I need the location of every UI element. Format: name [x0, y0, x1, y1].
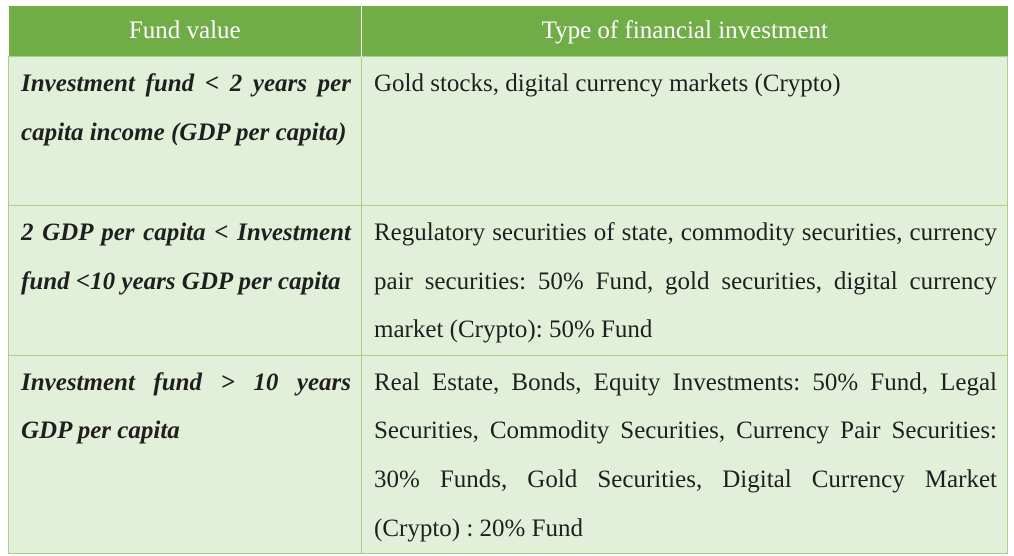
fund-value-cell: Investment fund < 2 years per capita inc… [8, 56, 362, 206]
table-header: Fund value Type of financial investment [8, 6, 1008, 57]
investment-type-cell: Gold stocks, digital currency markets (C… [361, 56, 1008, 206]
table-row: Investment fund > 10 years GDP per capit… [8, 354, 1008, 555]
table-row: 2 GDP per capita < Investment fund <10 y… [8, 205, 1008, 356]
header-row: Fund value Type of financial investment [8, 6, 1008, 57]
fund-value-cell: Investment fund > 10 years GDP per capit… [8, 354, 362, 555]
table-row: Investment fund < 2 years per capita inc… [8, 56, 1008, 206]
investment-type-cell: Regulatory securities of state, commodit… [361, 205, 1008, 356]
header-fund-value: Fund value [8, 6, 362, 57]
table-body: Investment fund < 2 years per capita inc… [8, 56, 1008, 555]
investment-table: Fund value Type of financial investment … [8, 6, 1008, 555]
fund-value-cell: 2 GDP per capita < Investment fund <10 y… [8, 205, 362, 356]
investment-type-cell: Real Estate, Bonds, Equity Investments: … [361, 354, 1008, 555]
header-investment-type: Type of financial investment [361, 6, 1008, 57]
